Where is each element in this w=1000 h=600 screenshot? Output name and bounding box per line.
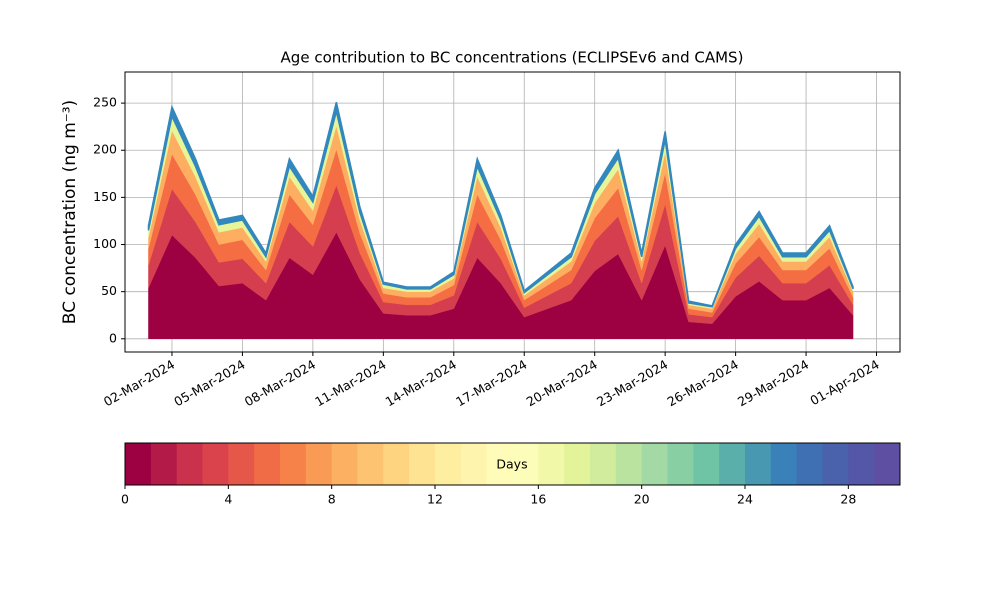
colorbar-tick-label: 12 [427,492,443,507]
y-tick-label: 100 [93,236,117,251]
y-tick-label: 200 [93,142,117,157]
colorbar-swatch [796,443,823,485]
colorbar-swatch [228,443,255,485]
colorbar-swatch [770,443,798,485]
colorbar-tick-label: 24 [737,492,753,507]
colorbar-swatch [125,443,152,485]
y-axis-label: BC concentration (ng m⁻³) [60,100,80,324]
colorbar-swatch [590,443,617,485]
colorbar-swatch [874,443,901,485]
colorbar-swatch [641,443,668,485]
colorbar-swatch [331,443,358,485]
x-tick-label: 20-Mar-2024 [524,357,600,410]
plot-frame [124,71,901,353]
x-tick-label: 14-Mar-2024 [383,357,459,410]
x-tick-label: 08-Mar-2024 [242,357,318,410]
x-tick-label: 11-Mar-2024 [312,357,388,410]
colorbar-swatch [150,443,178,485]
x-tick-label: 26-Mar-2024 [664,357,740,410]
colorbar-swatch [357,443,384,485]
colorbar-swatch [435,443,462,485]
colorbar-tick-label: 16 [530,492,546,507]
colorbar-swatch [512,443,539,485]
colorbar-tick-label: 8 [328,492,336,507]
colorbar-swatch [305,443,333,485]
colorbar-swatch [848,443,875,485]
colorbar-swatch [409,443,436,485]
colorbar-swatch [745,443,772,485]
area-layer [147,101,854,308]
x-tick-label: 05-Mar-2024 [171,357,247,410]
colorbar-tick-label: 20 [634,492,650,507]
colorbar-tick-label: 28 [840,492,856,507]
colorbar-tick-label: 4 [224,492,232,507]
colorbar-swatch [667,443,694,485]
colorbar-tick-label: 0 [121,492,129,507]
chart-title: Age contribution to BC concentrations (E… [281,49,744,67]
colorbar-swatch [176,443,203,485]
colorbar-frame [124,442,901,486]
colorbar-swatch [486,443,513,485]
y-tick-label: 50 [101,283,117,298]
colorbar-label: Days [496,457,527,472]
y-tick-label: 250 [93,95,117,110]
colorbar-swatch [564,443,591,485]
y-tick-label: 0 [109,330,117,345]
colorbar-swatch [280,443,307,485]
colorbar-swatch [254,443,281,485]
y-tick-label: 150 [93,189,117,204]
colorbar-swatch [538,443,565,485]
colorbar-swatch [693,443,720,485]
x-tick-label: 29-Mar-2024 [735,357,811,410]
colorbar-swatch [460,443,488,485]
x-tick-label: 02-Mar-2024 [101,357,177,410]
colorbar-swatch [822,443,849,485]
colorbar-swatch [383,443,410,485]
colorbar-swatch [719,443,746,485]
x-tick-label: 01-Apr-2024 [807,357,881,409]
x-tick-label: 23-Mar-2024 [594,357,670,410]
colorbar-swatch [202,443,229,485]
colorbar-swatch [615,443,643,485]
x-tick-label: 17-Mar-2024 [453,357,529,410]
